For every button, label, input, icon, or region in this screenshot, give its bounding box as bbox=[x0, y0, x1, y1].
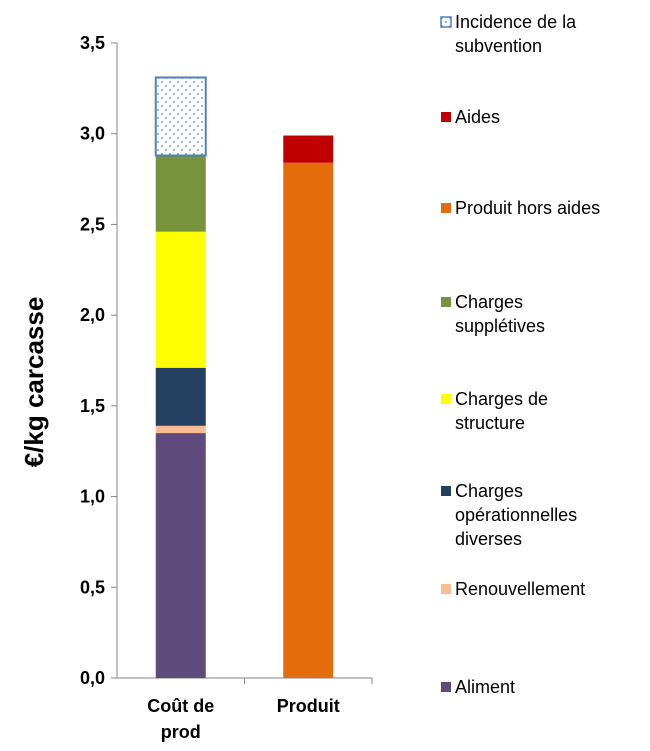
y-tick-label: 3,0 bbox=[80, 124, 105, 144]
y-tick-label: 1,0 bbox=[80, 487, 105, 507]
x-category-label: Produit bbox=[277, 696, 340, 716]
bar-segment bbox=[155, 367, 206, 426]
legend: Incidence de la subvention Aides Produit ho… bbox=[440, 12, 600, 697]
legend-label: Charges bbox=[455, 292, 523, 312]
y-tick-label: 2,5 bbox=[80, 214, 105, 234]
axes: 0,0 0,5 1,0 1,5 2,0 2,5 3,0 3,5 Coût de prod Produ… bbox=[80, 33, 373, 742]
legend-label: supplétives bbox=[455, 316, 545, 336]
x-category-label: prod bbox=[161, 722, 201, 742]
legend-label: opérationnelles bbox=[455, 505, 577, 525]
bar-segment bbox=[154, 76, 207, 157]
legend-swatch bbox=[441, 584, 451, 594]
bar-segment bbox=[283, 135, 334, 163]
y-axis-label: €/kg carcasse bbox=[19, 297, 49, 468]
legend-swatch bbox=[441, 112, 451, 122]
legend-label: structure bbox=[455, 413, 525, 433]
y-tick-label: 1,5 bbox=[80, 396, 105, 416]
legend-label: Incidence de la bbox=[455, 12, 577, 32]
legend-swatch bbox=[441, 297, 451, 307]
legend-swatch bbox=[441, 486, 451, 496]
bar-segment bbox=[155, 155, 206, 232]
bar-segment bbox=[155, 425, 206, 434]
legend-label: subvention bbox=[455, 36, 542, 56]
legend-swatch bbox=[441, 203, 451, 213]
x-category-label: Coût de bbox=[147, 696, 214, 716]
bars bbox=[154, 76, 334, 678]
y-tick-label: 3,5 bbox=[80, 33, 105, 53]
legend-swatch bbox=[441, 394, 451, 404]
legend-swatch bbox=[440, 16, 452, 28]
y-tick-label: 2,0 bbox=[80, 305, 105, 325]
legend-label: Renouvellement bbox=[455, 579, 585, 599]
bar-segment bbox=[155, 433, 206, 678]
legend-label: Charges de bbox=[455, 389, 548, 409]
y-tick-label: 0,5 bbox=[80, 577, 105, 597]
legend-swatch bbox=[441, 682, 451, 692]
y-tick-label: 0,0 bbox=[80, 668, 105, 688]
legend-label: diverses bbox=[455, 529, 522, 549]
legend-label: Aides bbox=[455, 107, 500, 127]
legend-label: Charges bbox=[455, 481, 523, 501]
bar-segment bbox=[283, 162, 334, 678]
bar-segment bbox=[155, 231, 206, 368]
legend-label: Produit hors aides bbox=[455, 198, 600, 218]
legend-label: Aliment bbox=[455, 677, 515, 697]
